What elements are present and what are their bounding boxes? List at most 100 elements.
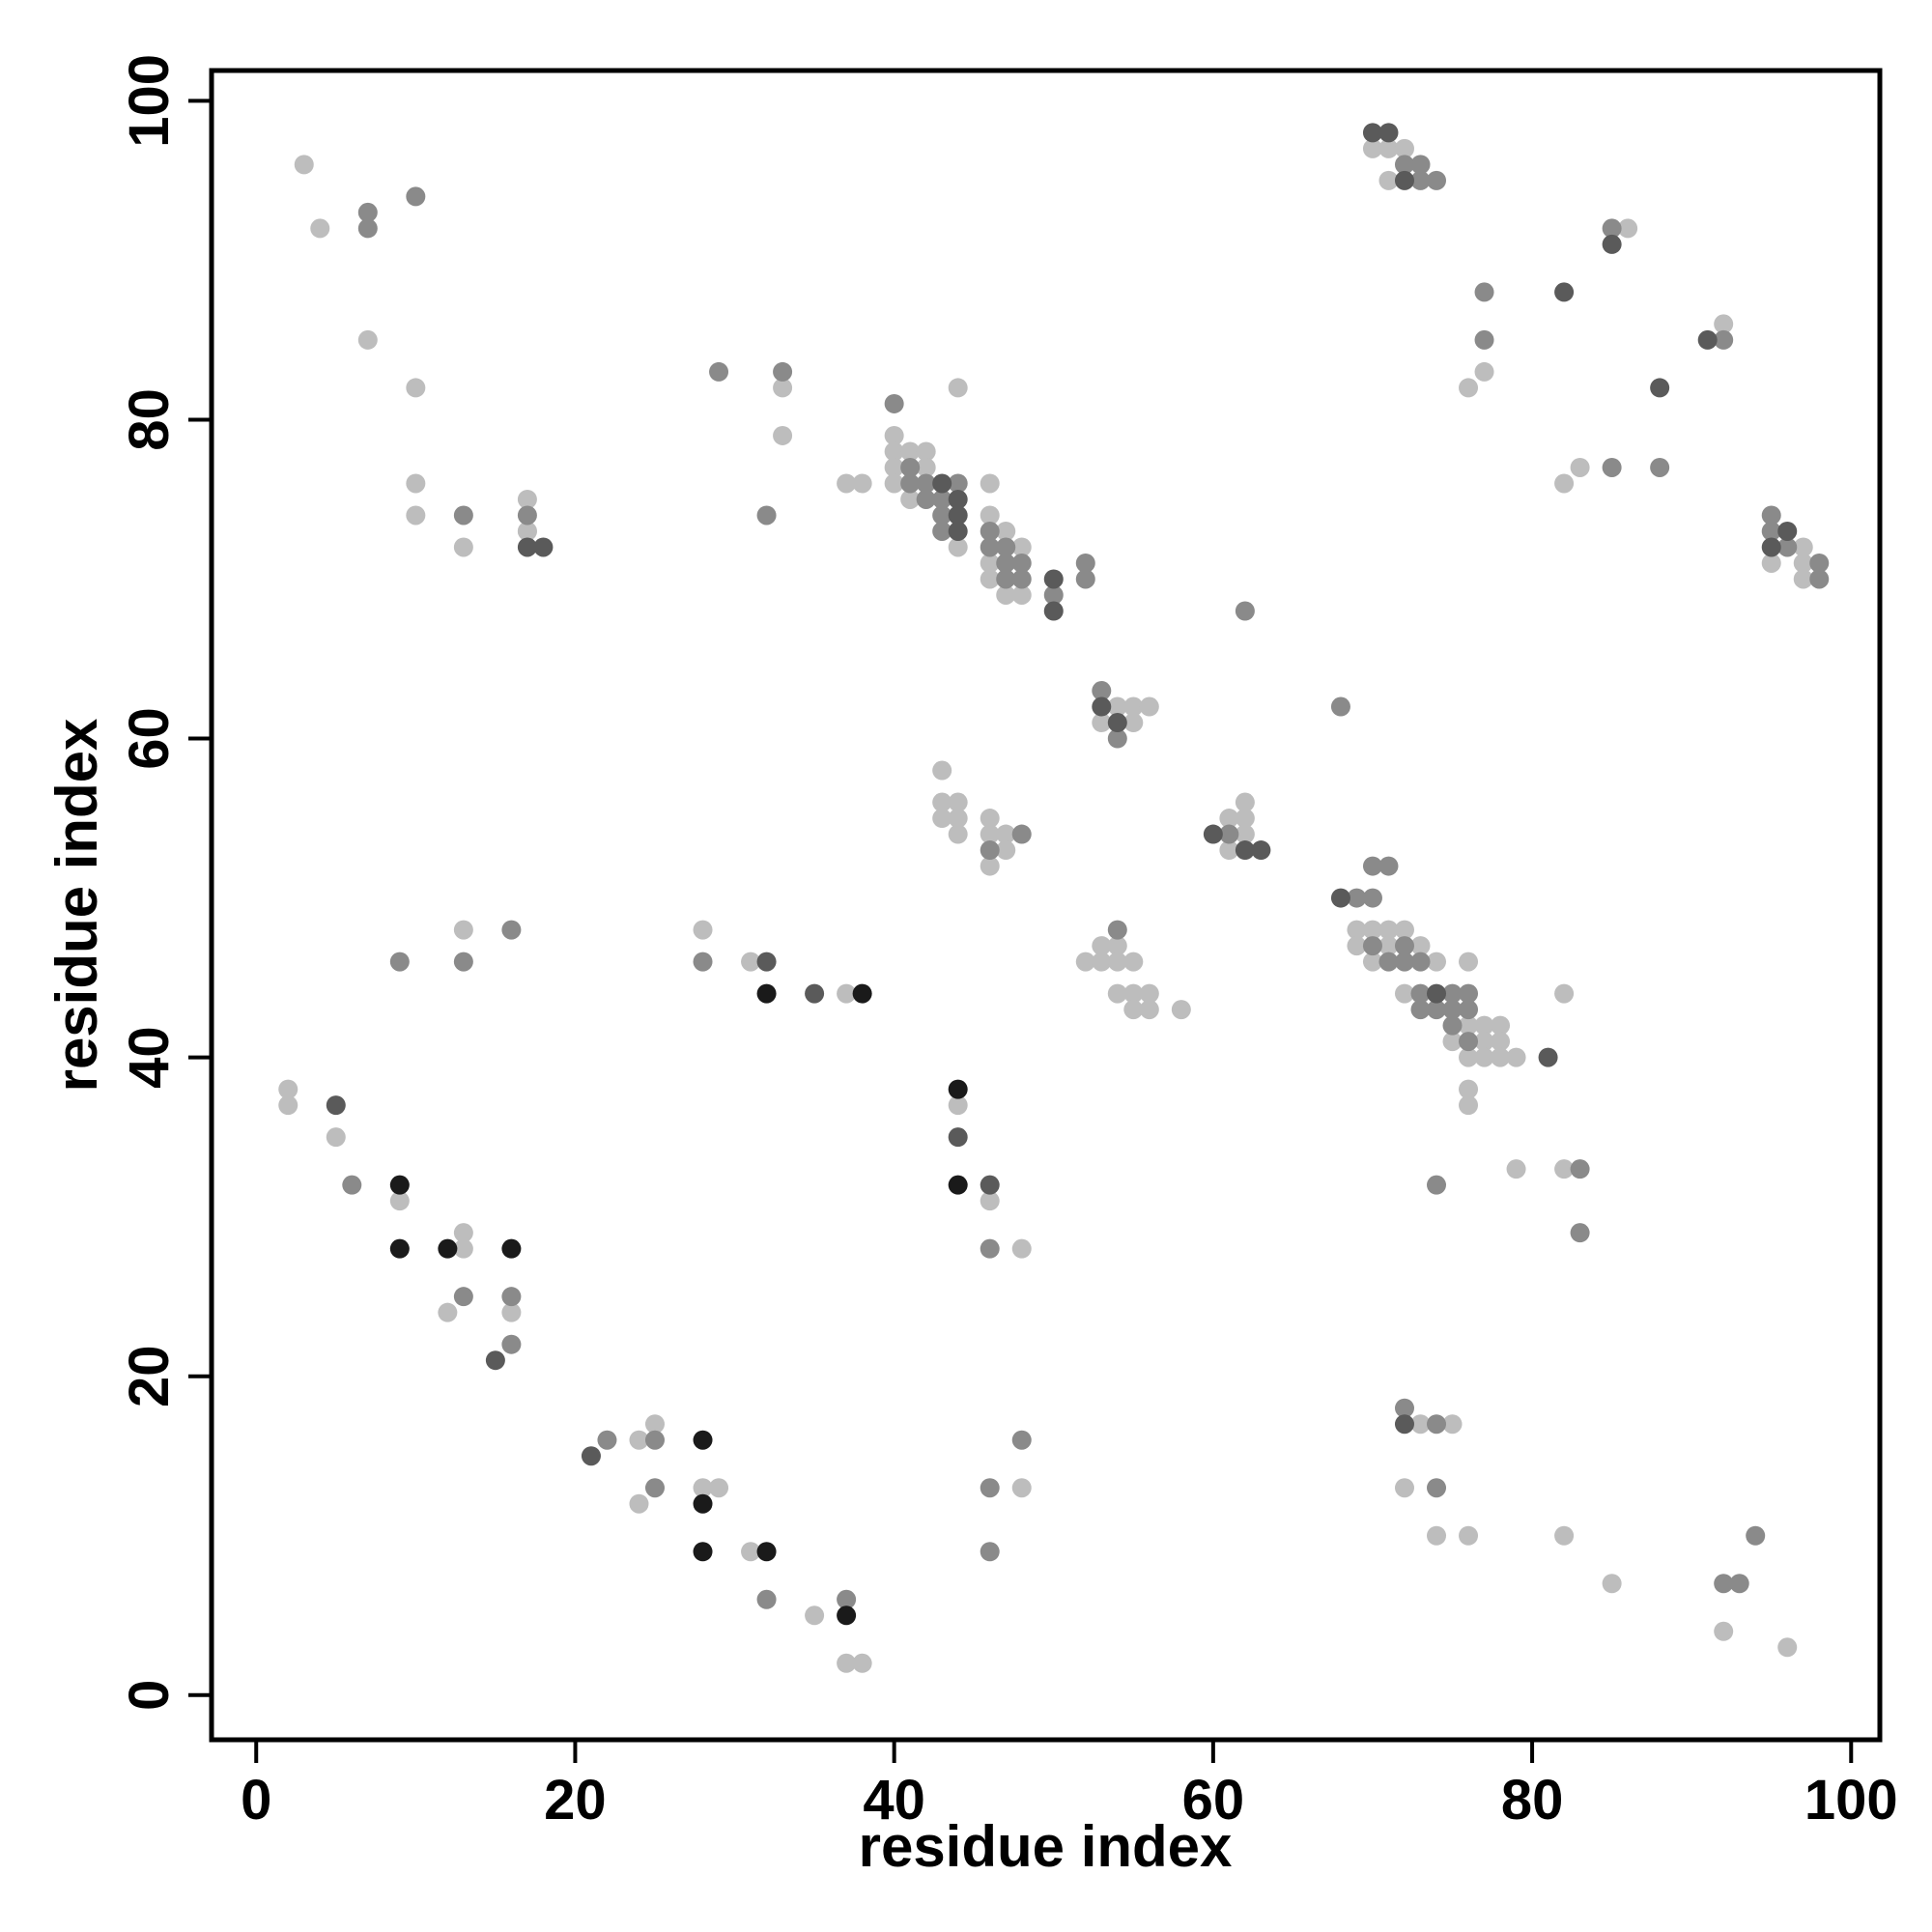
point: [980, 521, 1000, 541]
y-tick-label: 80: [118, 388, 181, 451]
point: [357, 218, 378, 239]
point: [1378, 856, 1399, 876]
point: [932, 521, 952, 541]
point: [1793, 569, 1813, 589]
point: [1570, 1159, 1590, 1179]
point: [1459, 1525, 1479, 1546]
point: [1427, 1414, 1447, 1435]
point: [1107, 920, 1127, 940]
point: [1474, 282, 1494, 302]
point: [1092, 681, 1112, 701]
point: [1602, 457, 1622, 477]
point: [629, 1493, 649, 1514]
point: [1107, 696, 1127, 717]
point: [1459, 1095, 1479, 1116]
point: [948, 1079, 968, 1099]
point: [900, 489, 921, 509]
point: [756, 505, 777, 526]
point: [980, 1191, 1000, 1211]
point: [1442, 1015, 1463, 1036]
point: [406, 505, 426, 526]
point: [773, 425, 793, 445]
point: [1043, 584, 1064, 605]
point: [980, 856, 1000, 876]
point: [1092, 713, 1112, 733]
point: [1092, 952, 1112, 972]
point: [597, 1430, 617, 1450]
point: [1491, 1047, 1511, 1067]
point: [1729, 1574, 1749, 1594]
point: [837, 983, 857, 1004]
point: [501, 1334, 522, 1354]
point: [406, 473, 426, 494]
point: [932, 473, 952, 494]
point: [1075, 553, 1095, 573]
point: [629, 1430, 649, 1450]
point: [1459, 1032, 1479, 1052]
point: [1410, 983, 1431, 1004]
point: [533, 537, 554, 557]
point: [916, 473, 936, 494]
point: [517, 521, 537, 541]
point: [1362, 138, 1382, 158]
point: [1602, 218, 1622, 239]
point: [1139, 983, 1159, 1004]
plot-frame: [209, 68, 1883, 1743]
point: [1459, 952, 1479, 972]
y-tick-label: 60: [118, 707, 181, 770]
point: [453, 952, 473, 972]
point: [1235, 824, 1255, 844]
point: [1123, 983, 1144, 1004]
point: [996, 824, 1016, 844]
point: [693, 920, 713, 940]
point: [980, 537, 1000, 557]
point: [1459, 378, 1479, 398]
point: [389, 1191, 410, 1211]
point: [948, 378, 968, 398]
point: [756, 1589, 777, 1609]
point: [453, 1287, 473, 1307]
point: [1491, 1032, 1511, 1052]
x-tick-label: 20: [544, 1769, 607, 1832]
point: [294, 155, 314, 175]
point: [741, 1542, 761, 1562]
point: [1459, 1000, 1479, 1020]
point: [948, 537, 968, 557]
point: [1347, 888, 1367, 908]
point: [1235, 792, 1255, 812]
point: [1714, 329, 1734, 350]
point: [1618, 218, 1638, 239]
point: [1378, 170, 1399, 190]
point: [980, 840, 1000, 861]
point: [1761, 553, 1781, 573]
point: [1362, 856, 1382, 876]
point: [756, 1542, 777, 1562]
point: [1362, 920, 1382, 940]
point: [948, 792, 968, 812]
point: [453, 1238, 473, 1259]
point: [884, 393, 904, 413]
point: [1011, 1238, 1032, 1259]
point: [1092, 936, 1112, 956]
point: [932, 760, 952, 781]
point: [1554, 1525, 1575, 1546]
point: [980, 473, 1000, 494]
point: [1378, 123, 1399, 143]
point: [900, 441, 921, 462]
point: [1107, 983, 1127, 1004]
point: [1362, 952, 1382, 972]
point: [1442, 1032, 1463, 1052]
point: [1506, 1159, 1526, 1179]
point: [1011, 1478, 1032, 1498]
point: [1474, 1032, 1494, 1052]
point: [1777, 1637, 1798, 1658]
point: [1602, 234, 1622, 254]
point: [756, 983, 777, 1004]
point: [1123, 952, 1144, 972]
point: [1394, 983, 1414, 1004]
point: [1554, 1159, 1575, 1179]
point: [1043, 601, 1064, 621]
x-tick-label: 0: [241, 1769, 271, 1832]
point: [644, 1414, 665, 1435]
